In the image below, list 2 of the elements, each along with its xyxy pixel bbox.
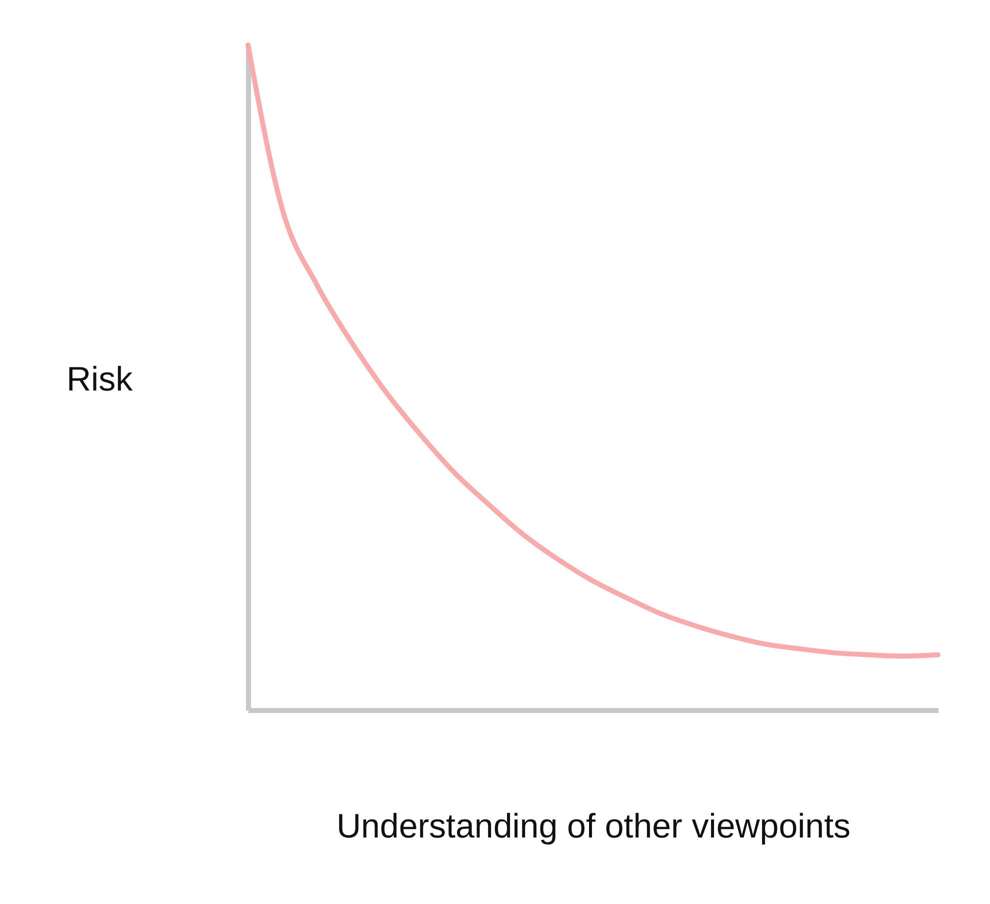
- y-axis-title: Risk: [66, 360, 134, 398]
- x-axis-title: Understanding of other viewpoints: [336, 808, 851, 846]
